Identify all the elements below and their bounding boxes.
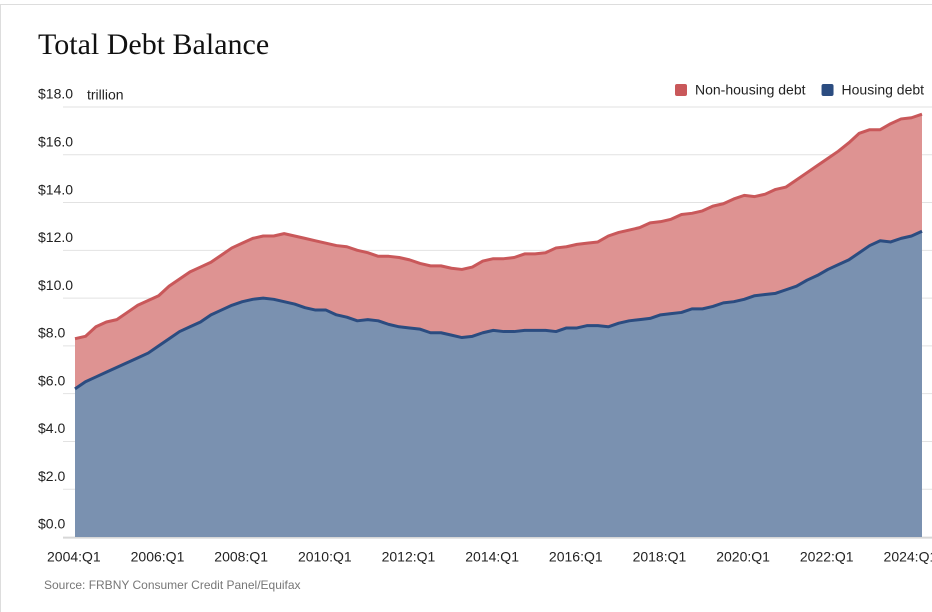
y-tick-label: $2.0 [38,468,65,484]
legend-label: Non-housing debt [695,82,806,98]
y-tick-label: $4.0 [38,420,65,436]
legend-swatch [675,84,687,96]
y-tick-label: $6.0 [38,372,65,388]
x-tick-label: 2018:Q1 [633,549,687,565]
x-tick-label: 2010:Q1 [298,549,352,565]
x-tick-label: 2004:Q1 [47,549,101,565]
legend-label: Housing debt [842,82,925,98]
x-tick-label: 2008:Q1 [214,549,268,565]
x-tick-label: 2014:Q1 [465,549,519,565]
y-tick-label: $0.0 [38,516,65,532]
source: Source: FRBNY Consumer Credit Panel/Equi… [44,578,301,592]
y-unit: trillion [87,87,124,103]
y-tick-label: $8.0 [38,325,65,341]
y-tick-label: $18.0 [38,86,73,102]
area-line [74,229,923,391]
y-tick-label: $16.0 [38,133,73,149]
x-tick-label: 2016:Q1 [549,549,603,565]
y-tick-label: $14.0 [38,181,73,197]
x-tick-label: 2020:Q1 [716,549,770,565]
area-line [74,112,923,341]
chart-title: Total Debt Balance [38,28,269,61]
area-fill [75,114,922,389]
legend-swatch [821,84,834,96]
x-tick-label: 2024:Q1 [884,549,932,565]
y-tick-label: $10.0 [38,277,73,293]
frame [0,4,932,612]
x-tick-label: 2006:Q1 [131,549,185,565]
y-tick-label: $12.0 [38,229,73,245]
x-tick-label: 2022:Q1 [800,549,854,565]
x-tick-label: 2012:Q1 [382,549,436,565]
